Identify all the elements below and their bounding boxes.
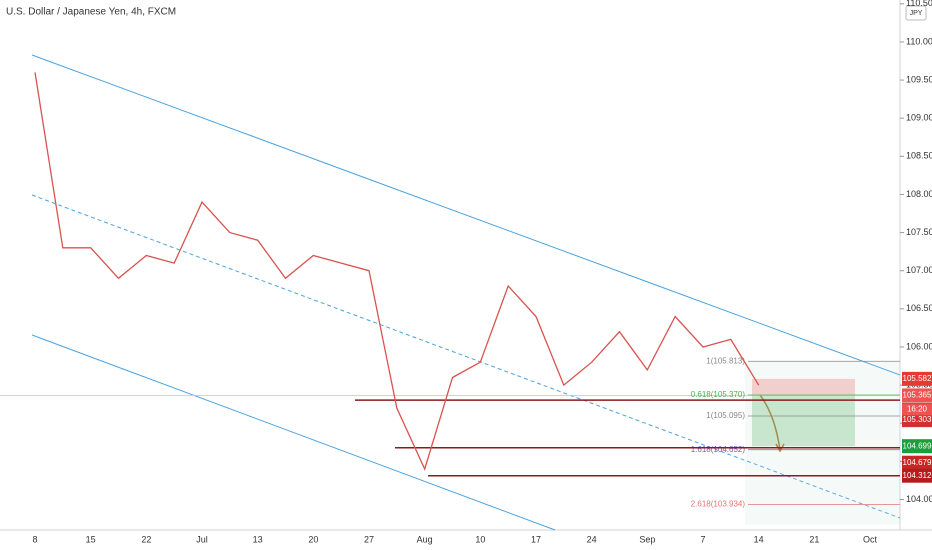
currency: JPY bbox=[910, 10, 923, 17]
x-tick-label: 24 bbox=[587, 534, 597, 544]
fib-label: 2.618(103.934) bbox=[691, 500, 746, 509]
y-tick-label: 107.500 bbox=[906, 227, 932, 237]
x-tick-label: 10 bbox=[475, 534, 485, 544]
x-tick-label: Oct bbox=[863, 534, 878, 544]
chart-title: U.S. Dollar / Japanese Yen, 4h, FXCM bbox=[6, 7, 176, 18]
price-tag-label: 105.303 bbox=[903, 415, 932, 424]
fib-label: 0.618(105.370) bbox=[691, 390, 746, 399]
x-tick-label: 22 bbox=[141, 534, 151, 544]
y-tick-label: 110.000 bbox=[906, 36, 932, 46]
price-tag-label: 105.582 bbox=[903, 374, 932, 383]
y-tick-label: 106.500 bbox=[906, 303, 932, 313]
x-tick-label: 13 bbox=[253, 534, 263, 544]
price-tag-label: 105.365 bbox=[903, 391, 932, 400]
price-tag-label: 104.679 bbox=[903, 458, 932, 467]
price-tag bbox=[902, 468, 932, 483]
x-tick-label: 15 bbox=[86, 534, 96, 544]
y-tick-label: 109.500 bbox=[906, 74, 932, 84]
x-tick-label: Aug bbox=[417, 534, 433, 544]
price-tag bbox=[902, 413, 932, 428]
y-tick-label: 107.000 bbox=[906, 265, 932, 275]
price-line bbox=[34, 72, 760, 471]
y-tick-label: 104.000 bbox=[906, 494, 932, 504]
x-tick-label: 17 bbox=[531, 534, 541, 544]
x-tick-label: 27 bbox=[364, 534, 374, 544]
countdown: 16:20 bbox=[907, 405, 928, 414]
target-zone bbox=[752, 395, 855, 447]
arrow-head bbox=[775, 443, 785, 453]
x-tick-label: 7 bbox=[700, 534, 705, 544]
y-tick-label: 108.500 bbox=[906, 151, 932, 161]
channel-mid bbox=[31, 194, 901, 519]
stop-zone bbox=[752, 378, 855, 396]
countdown-box bbox=[902, 403, 932, 416]
x-tick-label: 14 bbox=[754, 534, 764, 544]
y-tick-label: 110.500 bbox=[906, 0, 932, 8]
x-tick-label: 20 bbox=[308, 534, 318, 544]
x-tick-label: 8 bbox=[32, 534, 37, 544]
fib-label: 1(105.095) bbox=[706, 411, 745, 420]
x-tick-label: 21 bbox=[809, 534, 819, 544]
y-tick-label: 109.000 bbox=[906, 113, 932, 123]
fib-shade bbox=[745, 361, 900, 525]
y-tick-label: 106.000 bbox=[906, 341, 932, 351]
price-tag-label: 104.699 bbox=[903, 441, 932, 450]
price-tag bbox=[902, 371, 932, 386]
fib-label: 1.618(104.652) bbox=[691, 445, 746, 454]
forecast-arrow bbox=[759, 394, 781, 451]
channel-top bbox=[31, 54, 901, 376]
x-tick-label: Jul bbox=[196, 534, 208, 544]
fib-label: 1(105.813) bbox=[706, 356, 745, 365]
price-tag bbox=[902, 439, 932, 454]
x-tick-label: Sep bbox=[639, 534, 655, 544]
y-tick-label: 108.000 bbox=[906, 189, 932, 199]
price-tag bbox=[902, 455, 932, 470]
price-tag-label: 104.312 bbox=[903, 471, 932, 480]
channel-bottom bbox=[31, 334, 556, 531]
price-tag bbox=[902, 388, 932, 403]
currency-box bbox=[905, 5, 927, 21]
